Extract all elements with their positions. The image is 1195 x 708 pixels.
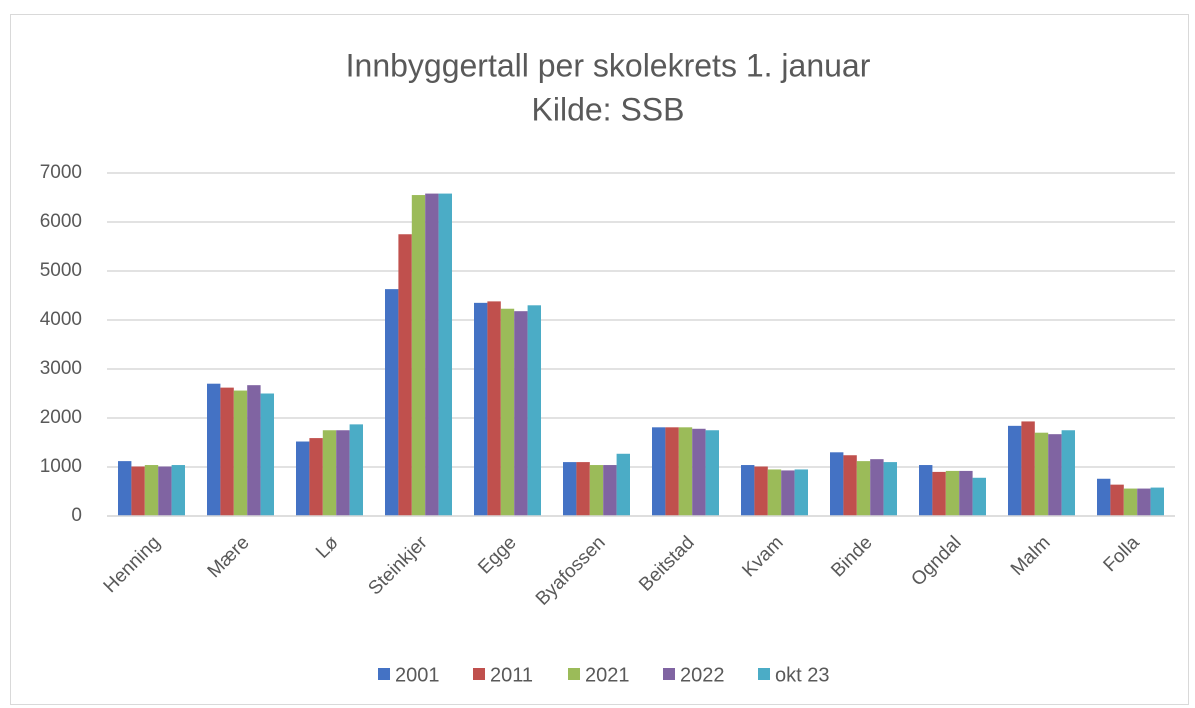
- legend-label: 2011: [490, 664, 533, 686]
- bar: [1034, 432, 1049, 516]
- bar: [118, 461, 132, 516]
- bar: [336, 430, 350, 516]
- legend-swatch: [473, 668, 485, 680]
- bar: [603, 465, 617, 516]
- bar: [487, 301, 501, 516]
- bar: [207, 383, 221, 516]
- legend-label: 2021: [585, 664, 630, 686]
- bar: [144, 465, 159, 516]
- bar: [438, 193, 452, 516]
- y-tick-label: 4000: [40, 309, 82, 330]
- bar: [563, 462, 577, 516]
- y-tick-label: 2000: [40, 407, 82, 428]
- bar: [919, 465, 933, 516]
- bar: [883, 462, 897, 516]
- y-tick-label: 0: [71, 505, 82, 526]
- bar: [500, 308, 515, 516]
- bar: [843, 455, 857, 516]
- bar: [296, 441, 310, 516]
- chart-frame: [10, 14, 1189, 705]
- bar: [945, 470, 960, 516]
- bar: [705, 430, 719, 516]
- bar: [576, 462, 590, 516]
- y-tick-label: 3000: [40, 358, 82, 379]
- bar: [1061, 430, 1075, 516]
- legend-swatch: [378, 668, 390, 680]
- bar: [309, 438, 323, 516]
- bar: [349, 424, 363, 516]
- bar: [158, 466, 172, 516]
- bar: [131, 466, 145, 516]
- bar: [385, 289, 399, 516]
- bar: [665, 427, 679, 516]
- bar: [1097, 478, 1111, 516]
- y-tick-label: 6000: [40, 211, 82, 232]
- bar: [322, 430, 337, 516]
- bar: [1021, 421, 1035, 516]
- bar: [1008, 425, 1022, 516]
- bar: [781, 470, 795, 516]
- chart-title: Innbyggertall per skolekrets 1. januar: [346, 47, 871, 83]
- bar: [411, 195, 426, 517]
- bar: [754, 466, 768, 516]
- legend-swatch: [758, 668, 770, 680]
- bar: [474, 302, 488, 516]
- bar: [1123, 488, 1138, 516]
- bar: [425, 193, 439, 516]
- bar: [741, 465, 755, 516]
- bar: [692, 428, 706, 516]
- bar: [233, 390, 248, 516]
- bar: [830, 452, 844, 516]
- bar: [856, 461, 871, 516]
- bar: [652, 427, 666, 516]
- bar: [959, 470, 973, 516]
- legend-label: 2001: [395, 664, 440, 686]
- legend-swatch: [568, 668, 580, 680]
- bar: [870, 459, 884, 516]
- bar: [247, 385, 261, 516]
- bar: [972, 477, 986, 516]
- bar: [794, 469, 808, 516]
- legend-swatch: [663, 668, 675, 680]
- bar: [589, 465, 604, 516]
- bar: [1137, 488, 1151, 516]
- bar: [767, 469, 782, 516]
- y-tick-label: 1000: [40, 456, 82, 477]
- chart-subtitle: Kilde: SSB: [532, 91, 685, 127]
- bar: [678, 427, 693, 516]
- bar: [398, 234, 412, 516]
- bar: [932, 471, 946, 516]
- y-tick-label: 5000: [40, 260, 82, 281]
- bar: [260, 393, 274, 516]
- bar: [1150, 487, 1164, 516]
- bar: [1048, 434, 1062, 516]
- legend-label: okt 23: [775, 664, 829, 686]
- bar: [1110, 484, 1124, 516]
- bar: [514, 311, 528, 516]
- bar: [171, 465, 185, 516]
- bar: [616, 453, 630, 516]
- bar: [220, 387, 234, 516]
- legend-label: 2022: [680, 664, 725, 686]
- bar: [527, 305, 541, 516]
- y-tick-label: 7000: [40, 162, 82, 183]
